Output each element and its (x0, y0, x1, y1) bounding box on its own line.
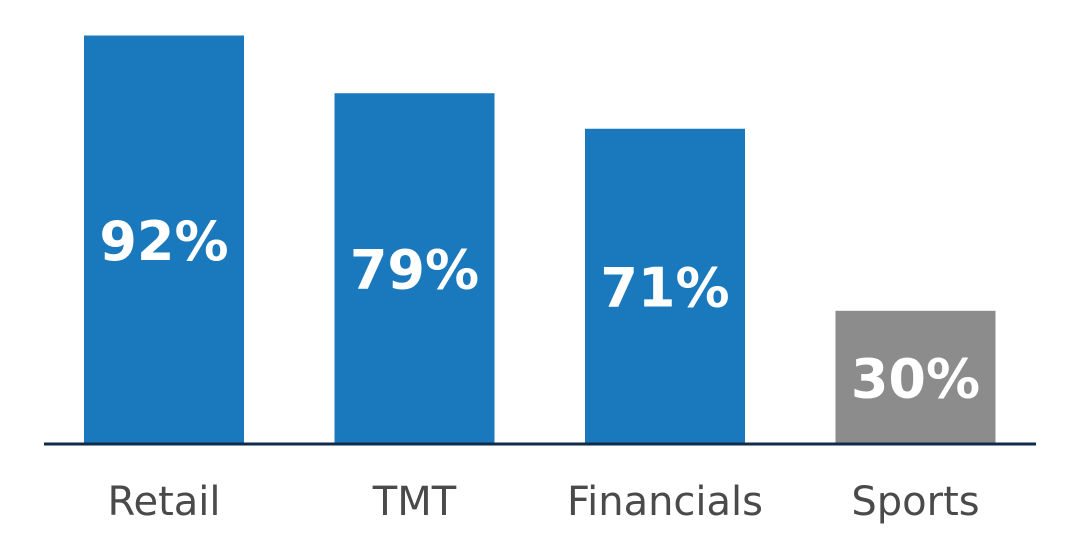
bar-retail (84, 35, 244, 445)
value-labels-layer: 92% 79% 71% 30% (99, 210, 980, 411)
bar-sports (835, 310, 996, 444)
bar-value-label-financials: 71% (600, 256, 729, 319)
bars-layer (84, 35, 996, 445)
category-label-tmt: TMT (372, 479, 457, 525)
bar-value-label-retail: 92% (99, 210, 228, 273)
bar-value-label-tmt: 79% (350, 239, 479, 302)
category-labels-layer: Retail TMT Financials Sports (107, 479, 979, 525)
bar-tmt (334, 93, 495, 445)
category-label-retail: Retail (107, 479, 220, 525)
bar-value-label-sports: 30% (851, 347, 980, 410)
category-label-sports: Sports (851, 479, 979, 525)
bar-financials (585, 128, 745, 444)
category-label-financials: Financials (567, 479, 763, 525)
